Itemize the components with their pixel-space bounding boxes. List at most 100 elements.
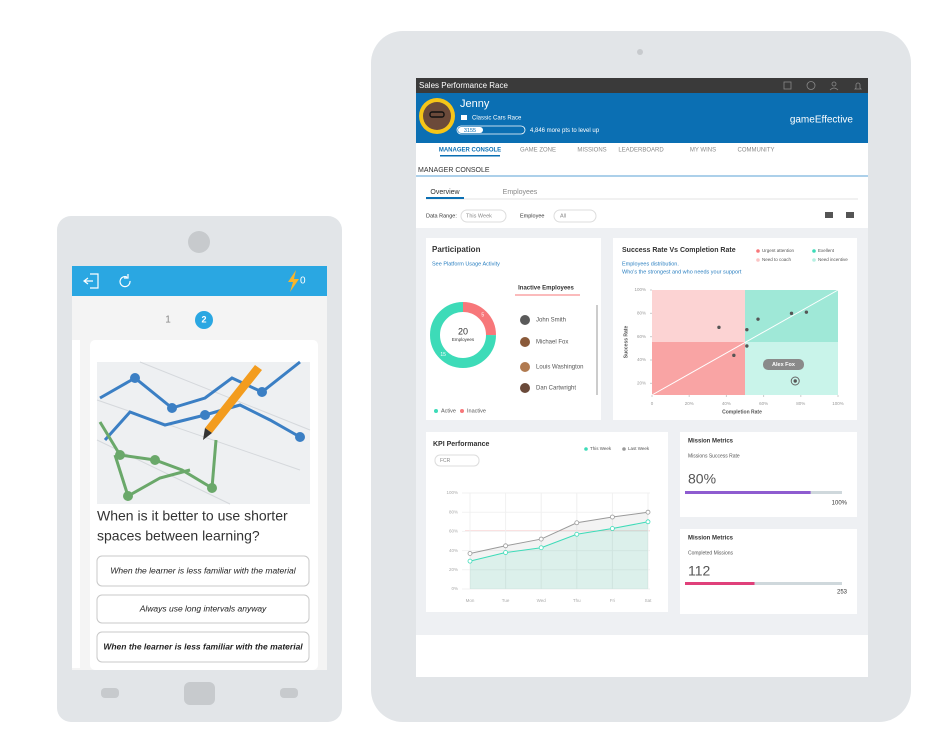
answer-text: Always use long intervals anyway	[139, 603, 267, 613]
progress-bar	[685, 582, 755, 585]
legend-label: Need incentive	[818, 257, 848, 262]
point[interactable]	[717, 325, 721, 330]
point[interactable]	[538, 536, 544, 542]
point[interactable]	[745, 327, 749, 332]
print-icon[interactable]	[825, 212, 833, 218]
page-number[interactable]: 1	[165, 315, 171, 326]
y-tick-label: 20%	[449, 567, 458, 572]
point[interactable]	[610, 514, 615, 520]
nav-item[interactable]: LEADERBOARD	[618, 148, 664, 154]
x-tick-label: 0	[651, 401, 654, 406]
tablet-camera	[637, 49, 643, 55]
point[interactable]	[745, 344, 749, 348]
metric-value: 112	[688, 563, 711, 579]
car-icon	[461, 115, 467, 120]
participation-card	[426, 238, 601, 420]
donut-total: 20	[458, 326, 468, 336]
employee-name[interactable]: Dan Cartwright	[536, 386, 576, 392]
email-icon[interactable]	[846, 212, 854, 218]
dropdown[interactable]	[460, 209, 507, 223]
avatar[interactable]	[423, 102, 451, 130]
point[interactable]	[610, 526, 615, 531]
nav-item[interactable]: MISSIONS	[577, 148, 606, 154]
answer-option[interactable]	[96, 631, 310, 663]
x-tick-label: Wed	[537, 598, 547, 603]
point[interactable]	[467, 551, 473, 556]
progress-bar	[685, 491, 811, 494]
point[interactable]	[793, 379, 797, 383]
brand: gameEffective	[790, 115, 854, 126]
point[interactable]	[645, 509, 651, 515]
back-button[interactable]	[101, 688, 119, 698]
tooltip-text: Alex Fox	[772, 362, 796, 368]
nav-item[interactable]: COMMUNITY	[738, 148, 775, 154]
point[interactable]	[574, 531, 580, 537]
menu-button[interactable]	[280, 688, 298, 698]
employee-name[interactable]: John Smith	[536, 318, 566, 324]
previous-card	[72, 340, 80, 668]
point[interactable]	[538, 545, 544, 551]
employee-avatar	[520, 315, 530, 325]
point[interactable]	[756, 317, 760, 321]
donut-total-label: Employees	[452, 337, 475, 342]
x-tick-label: Fri	[610, 598, 615, 603]
x-tick-label: Thu	[573, 598, 581, 603]
refresh-icon[interactable]	[119, 274, 131, 288]
x-tick-label: 80%	[796, 401, 805, 406]
y-tick-label: 80%	[637, 311, 646, 316]
card-subtitle: Who's the strongest and who needs your s…	[622, 269, 742, 275]
x-tick-label: 60%	[759, 401, 768, 406]
metric-value: 80%	[688, 471, 716, 487]
point[interactable]	[503, 543, 509, 549]
filter-value: All	[560, 213, 566, 219]
point[interactable]	[574, 520, 580, 526]
answer-option[interactable]	[96, 594, 310, 624]
point[interactable]	[467, 558, 473, 564]
progress-track	[685, 582, 842, 585]
avatar-glasses	[429, 111, 445, 118]
dropdown[interactable]	[553, 209, 597, 223]
tab[interactable]: Employees	[503, 189, 538, 196]
lightning-icon	[288, 270, 299, 292]
employee-name[interactable]: Michael Fox	[536, 340, 568, 346]
legend-label: Exellent	[818, 248, 835, 253]
point[interactable]	[645, 519, 651, 525]
nav-item[interactable]: MANAGER CONSOLE	[439, 148, 501, 154]
nav-item[interactable]: GAME ZONE	[520, 148, 556, 154]
mission-card	[680, 529, 857, 614]
filter-label: Employee	[520, 213, 544, 219]
point[interactable]	[789, 311, 794, 316]
nav-item[interactable]: MY WINS	[690, 148, 716, 154]
employee-avatar	[520, 362, 530, 372]
employee-name[interactable]: Louis Washington	[536, 365, 583, 371]
legend-swatch	[584, 447, 588, 451]
image-illustration	[96, 360, 311, 505]
dropdown[interactable]	[434, 454, 480, 467]
y-tick-label: 60%	[449, 529, 458, 534]
point[interactable]	[732, 353, 736, 358]
mission-card	[680, 432, 857, 517]
y-tick-label: 100%	[634, 287, 646, 292]
card-subtitle: Completed Missions	[688, 550, 734, 556]
card-title: KPI Performance	[433, 441, 490, 448]
x-tick-label: 100%	[832, 401, 844, 406]
list-title: Inactive Employees	[518, 286, 574, 292]
card-subtitle: Employees distribution.	[622, 261, 679, 267]
exit-icon[interactable]	[83, 273, 99, 289]
y-tick-label: 80%	[449, 509, 458, 514]
segment-label: 5	[481, 313, 484, 319]
home-button[interactable]	[184, 682, 215, 705]
app-title: Sales Performance Race	[419, 81, 508, 90]
card-link[interactable]: See Platform Usage Activity	[432, 261, 500, 267]
page-indicator[interactable]	[195, 311, 213, 329]
answer-option[interactable]	[96, 555, 310, 587]
point[interactable]	[804, 310, 809, 314]
tab[interactable]: Overview	[430, 189, 460, 196]
employee-avatar	[520, 383, 530, 393]
x-tick-label: Tue	[502, 598, 510, 603]
y-tick-label: 100%	[446, 490, 458, 495]
area	[470, 521, 648, 589]
filter-label: Data Range:	[426, 213, 457, 219]
point[interactable]	[503, 550, 509, 555]
